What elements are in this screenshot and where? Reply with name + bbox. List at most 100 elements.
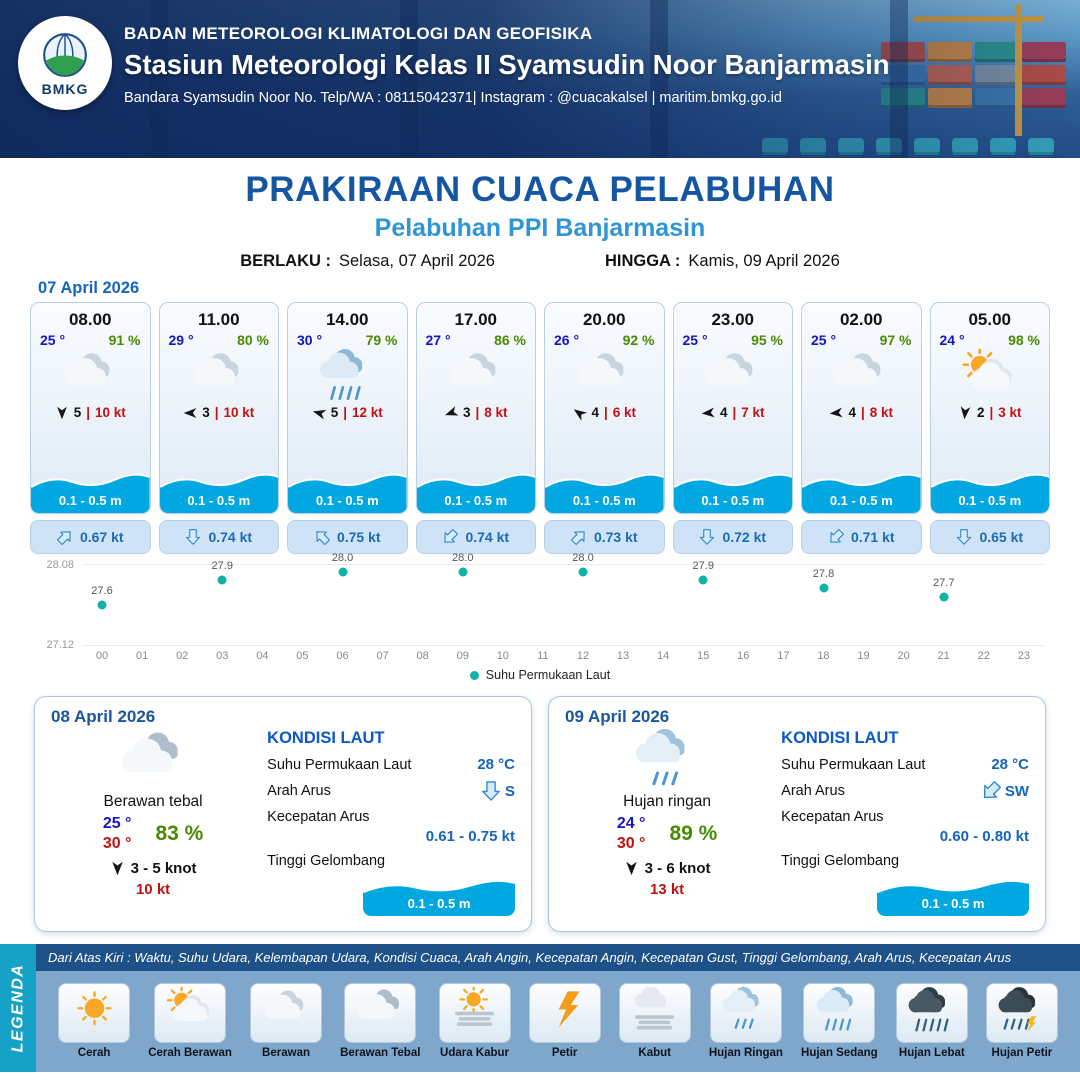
- legend-item: Udara Kabur: [438, 982, 511, 1059]
- separator: |: [860, 405, 865, 420]
- card-wind: 5 | 10 kt: [55, 405, 126, 420]
- daily-summary-card: 08 April 2026 Berawan tebal 25 ° 30 ° 83…: [34, 696, 532, 932]
- card-temperature: 25 °: [40, 332, 66, 348]
- weather-icon-berawan: [186, 348, 252, 404]
- wave-height-band: 0.1 - 0.5 m: [930, 467, 1049, 513]
- current-speed: 0.60 - 0.80 kt: [939, 828, 1029, 845]
- weather-icon-berawan-tebal: [352, 987, 409, 1038]
- x-tick-label: 05: [296, 650, 309, 662]
- forecast-card: 20.00 26 ° 92 % 4 | 6 kt 0.1 - 0.5 m 0.7…: [544, 302, 665, 554]
- legend-icon-box: [250, 982, 323, 1043]
- sst-data-point: [338, 567, 347, 577]
- y-tick-min: 27.12: [46, 639, 74, 651]
- weather-icon-cerah: [66, 987, 123, 1038]
- current-speed: 0.73 kt: [593, 529, 638, 545]
- current-chip: 0.67 kt: [30, 520, 151, 554]
- wind-direction-icon: [624, 861, 639, 876]
- sst-data-label: 27.8: [812, 568, 835, 581]
- legend-icon-box: [709, 982, 782, 1043]
- wave-height: 0.1 - 0.5 m: [921, 896, 985, 911]
- legend-icon-box: [438, 982, 511, 1043]
- weather-icon-hujan-sedang: [314, 348, 380, 404]
- validity-period: BERLAKU : Selasa, 07 April 2026 HINGGA : K…: [0, 252, 1080, 271]
- legend-icon-box: [895, 982, 968, 1043]
- card-temperature: 24 °: [939, 332, 965, 348]
- wind-range: 3 - 5 knot: [130, 860, 197, 877]
- wave-height-band: 0.1 - 0.5 m: [31, 467, 150, 513]
- card-temperature: 25 °: [811, 332, 837, 348]
- wind-direction-icon: [700, 405, 715, 420]
- sst-data-label: 27.7: [933, 576, 955, 589]
- card-wind: 3 | 10 kt: [183, 405, 254, 420]
- weather-icon-cerah-berawan: [957, 348, 1023, 404]
- current-speed: 0.61 - 0.75 kt: [425, 828, 515, 845]
- forecast-card-main: 20.00 26 ° 92 % 4 | 6 kt 0.1 - 0.5 m: [544, 302, 665, 514]
- legend-dot-icon: [469, 670, 479, 680]
- legend-series-label: Suhu Permukaan Laut: [485, 668, 611, 682]
- current-speed: 0.67 kt: [79, 529, 124, 545]
- y-tick-max: 28.08: [46, 559, 74, 571]
- card-wind: 5 | 12 kt: [312, 405, 383, 420]
- contact-line: Bandara Syamsudin Noor No. Telp/WA : 081…: [124, 90, 782, 106]
- summary-date: 09 April 2026: [565, 707, 670, 726]
- card-temperature: 26 °: [554, 332, 580, 348]
- current-speed: 0.74 kt: [208, 529, 253, 545]
- x-tick-label: 00: [95, 650, 109, 662]
- forecast-card-main: 08.00 25 ° 91 % 5 | 10 kt 0.1 - 0.5 m: [30, 302, 151, 514]
- legend-item-label: Hujan Sedang: [801, 1046, 878, 1059]
- legend-item-label: Cerah Berawan: [148, 1046, 232, 1059]
- legend-item: Kabut: [618, 982, 691, 1059]
- valid-to-label: HINGGA :: [604, 252, 681, 270]
- legend-icon-box: [985, 982, 1058, 1043]
- sst-value: 28 °C: [477, 756, 515, 773]
- wave-height-band: 0.1 - 0.5 m: [159, 467, 278, 513]
- current-direction-icon: [825, 526, 848, 549]
- sst-chart: 28.08 27.12 27.6 27.9 28.0 28.0 28.0 27.9 27.8…: [36, 552, 1044, 682]
- wind-gust: 10 kt: [223, 405, 255, 420]
- weather-icon-kabut: [626, 986, 683, 1038]
- wind-range-row: 3 - 5 knot: [110, 860, 197, 877]
- forecast-card: 02.00 25 ° 97 % 4 | 8 kt 0.1 - 0.5 m 0.7…: [801, 302, 922, 554]
- x-tick-label: 02: [176, 650, 189, 662]
- weather-icon-berawan: [258, 987, 315, 1038]
- legend-footer: LEGENDA Dari Atas Kiri : Waktu, Suhu Uda…: [0, 944, 1080, 1072]
- legend-item-label: Cerah: [77, 1046, 111, 1059]
- sea-conditions-heading: KONDISI LAUT: [267, 729, 385, 747]
- card-temperature: 27 °: [425, 332, 451, 348]
- sst-label: Suhu Permukaan Laut: [267, 756, 412, 773]
- daily-summaries: 08 April 2026 Berawan tebal 25 ° 30 ° 83…: [34, 696, 1046, 932]
- card-time: 14.00: [325, 310, 369, 329]
- legend-title: LEGENDA: [9, 963, 27, 1053]
- legend-item: Petir: [528, 982, 601, 1059]
- current-direction: SW: [1004, 782, 1029, 800]
- header-overlay: [0, 0, 1080, 158]
- x-tick-label: 19: [857, 650, 870, 662]
- weather-icon-hujan-ringan: [629, 728, 705, 791]
- legend-icon-box: [618, 982, 691, 1043]
- x-tick-label: 13: [616, 650, 630, 662]
- separator: |: [732, 405, 737, 420]
- valid-to-date: Kamis, 09 April 2026: [688, 252, 840, 270]
- card-humidity: 86 %: [494, 332, 526, 348]
- wave-height: 0.1 - 0.5 m: [829, 493, 893, 508]
- wind-speed: 3: [202, 405, 210, 420]
- bmkg-emblem-icon: [43, 32, 87, 77]
- legend-description: Dari Atas Kiri : Waktu, Suhu Udara, Kele…: [36, 944, 1080, 971]
- card-humidity: 98 %: [1008, 332, 1040, 348]
- sst-data-point: [698, 575, 708, 585]
- forecast-card-main: 14.00 30 ° 79 % 5 | 12 kt 0.1 - 0.5 m: [287, 302, 408, 514]
- x-tick-label: 14: [657, 650, 670, 662]
- card-time: 20.00: [582, 310, 626, 329]
- legend-item-label: Kabut: [638, 1046, 672, 1059]
- legend-icon-box: [528, 982, 601, 1043]
- current-speed-label: Kecepatan Arus: [781, 809, 884, 825]
- x-tick-label: 01: [135, 650, 149, 662]
- current-speed: 0.65 kt: [979, 529, 1024, 545]
- current-chip: 0.73 kt: [544, 520, 665, 554]
- wave-height: 0.1 - 0.5 m: [407, 896, 471, 911]
- wind-speed: 5: [73, 405, 82, 420]
- forecast-card: 05.00 24 ° 98 % 2 | 3 kt 0.1 - 0.5 m 0.6…: [929, 302, 1050, 554]
- forecast-card-main: 02.00 25 ° 97 % 4 | 8 kt 0.1 - 0.5 m: [801, 302, 922, 514]
- temp-min: 24 °: [616, 815, 646, 832]
